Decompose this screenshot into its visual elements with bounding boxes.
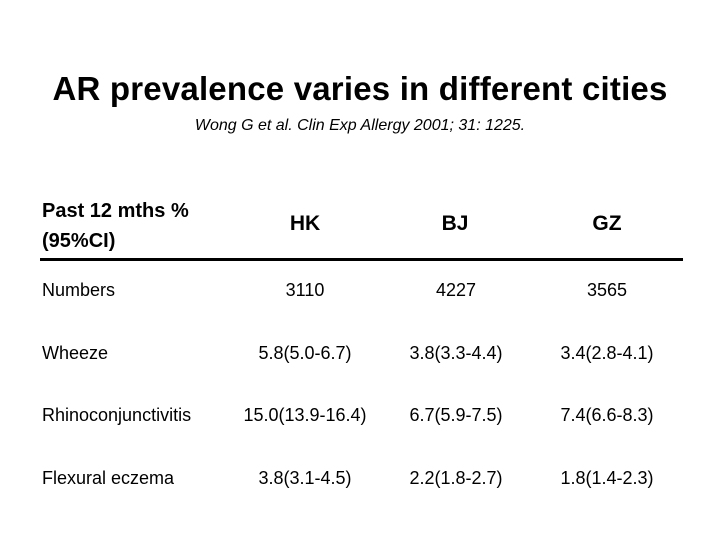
table-cell: 1.8(1.4-2.3) [560, 468, 654, 488]
column-header-bj: BJ [441, 212, 469, 235]
column-header-hk: HK [289, 212, 321, 235]
table-cell: 3110 [285, 280, 325, 300]
row-label: Rhinoconjunctivitis [42, 405, 192, 425]
slide-title: AR prevalence varies in different cities [52, 70, 668, 107]
column-header-gz: GZ [592, 212, 622, 235]
row-label: Flexural eczema [42, 468, 175, 488]
table-cell: 5.8(5.0-6.7) [258, 343, 352, 363]
header-divider [40, 258, 683, 261]
table-cell: 6.7(5.9-7.5) [409, 405, 503, 425]
table-cell: 3.4(2.8-4.1) [560, 343, 654, 363]
table-cell: 7.4(6.6-8.3) [560, 405, 654, 425]
row-label: Numbers [42, 280, 116, 300]
table-cell: 4227 [435, 280, 477, 300]
table-header-label: Past 12 mths %(95%CI) [42, 200, 189, 252]
table-cell: 3565 [586, 280, 628, 300]
row-label: Wheeze [42, 343, 109, 363]
table-cell: 3.8(3.1-4.5) [258, 468, 352, 488]
table-cell: 15.0(13.9-16.4) [243, 405, 367, 425]
table-cell: 3.8(3.3-4.4) [409, 343, 503, 363]
table-cell: 2.2(1.8-2.7) [409, 468, 503, 488]
citation: Wong G et al. Clin Exp Allergy 2001; 31:… [194, 117, 526, 134]
